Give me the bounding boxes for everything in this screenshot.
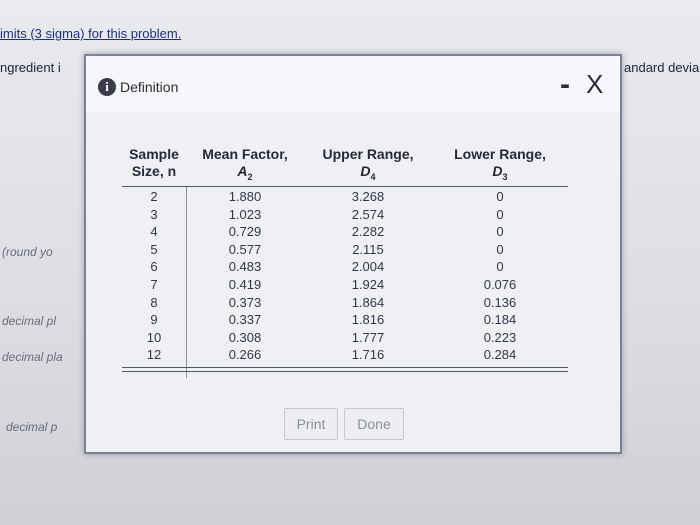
table-cell: 0 <box>496 206 504 222</box>
table-cell: 2.115 <box>352 241 384 257</box>
header-symbol-line: D3 <box>435 163 565 186</box>
table-cell: 2 <box>150 189 158 204</box>
column-header: Lower Range, D3 <box>435 146 565 186</box>
table-cell: 0.483 <box>228 259 262 275</box>
table-cell: 0.076 <box>483 277 517 292</box>
instruction-text: imits (3 sigma) for this problem. <box>0 26 181 41</box>
background-text: (round yo <box>2 245 53 259</box>
column-header: Sample Size, n <box>122 146 186 180</box>
table-cell: 0.284 <box>483 347 517 363</box>
table-cell: 0 <box>496 224 504 240</box>
header-symbol: A <box>237 163 248 179</box>
table-cell: 3.268 <box>351 189 385 204</box>
background-text: ngredient i <box>0 60 61 75</box>
background-text: andard devia <box>624 60 700 75</box>
header-subscript: 2 <box>247 171 253 182</box>
table-cell: 1.777 <box>351 329 385 345</box>
title-bar: i Definition - X <box>86 56 620 112</box>
table-cell: 2.004 <box>351 259 385 275</box>
table-cell: 4 <box>150 224 158 240</box>
column-rule <box>186 187 187 378</box>
header-subscript: 4 <box>370 171 376 182</box>
table-cell: 0.577 <box>228 241 262 257</box>
table-cell: 7 <box>150 277 158 292</box>
close-button[interactable]: X <box>586 69 604 99</box>
header-line: Size, n <box>131 163 177 179</box>
header-rule <box>122 186 568 187</box>
definition-dialog: i Definition - X Sample Size, n Mean Facto… <box>84 54 622 454</box>
table-cell: 0.184 <box>483 312 517 328</box>
table-cell: 1.023 <box>228 206 262 222</box>
table-cell: 2.574 <box>351 206 385 222</box>
column-header: Upper Range, D4 <box>308 146 428 186</box>
done-button[interactable]: Done <box>344 408 404 440</box>
table-cell: 12 <box>146 347 162 363</box>
table-cell: 1.880 <box>228 189 262 204</box>
table-cell: 6 <box>150 259 158 275</box>
table-cell: 0.419 <box>228 277 262 292</box>
header-line: Sample <box>129 146 179 162</box>
header-line: Mean Factor, <box>202 146 288 162</box>
bottom-rule <box>122 367 568 372</box>
print-button[interactable]: Print <box>284 408 338 440</box>
table-cell: 0.266 <box>228 347 262 363</box>
background-text: decimal pla <box>2 350 63 364</box>
table-cell: 0.223 <box>483 329 517 345</box>
table-cell: 10 <box>146 329 162 345</box>
table-cell: 0.136 <box>483 294 517 310</box>
header-line: Lower Range, <box>454 146 546 162</box>
header-line: Upper Range, <box>322 146 414 162</box>
table-cell: 3 <box>150 206 158 222</box>
table-cell: 0.308 <box>228 329 262 345</box>
table-cell: 0.337 <box>228 312 262 328</box>
table-cell: 0 <box>496 259 504 275</box>
table-cell: 1.864 <box>351 294 385 310</box>
header-symbol: D <box>492 163 503 179</box>
table-cell: 0.729 <box>228 224 262 240</box>
column-header: Mean Factor, A2 <box>185 146 305 186</box>
info-icon: i <box>98 78 116 96</box>
background-text: decimal p <box>6 420 58 434</box>
header-symbol: D <box>360 163 371 179</box>
minimize-button[interactable]: - <box>560 68 570 101</box>
link-text[interactable]: imits (3 sigma) for this problem. <box>0 26 182 41</box>
table-cell: 0 <box>496 189 504 204</box>
table-cell: 1.816 <box>351 312 385 328</box>
table-cell: 0.373 <box>228 294 262 310</box>
table-cell: 9 <box>150 312 158 328</box>
background-text: decimal pl <box>2 314 57 328</box>
table-cell: 1.716 <box>351 347 385 363</box>
table-cell: 5 <box>150 241 158 257</box>
header-subscript: 3 <box>502 171 508 182</box>
table-cell: 2.282 <box>351 224 385 240</box>
table-cell: 8 <box>150 294 158 310</box>
table-cell: 1.924 <box>351 277 385 292</box>
table-cell: 0 <box>496 241 504 257</box>
dialog-title: Definition <box>120 79 179 95</box>
header-symbol-line: A2 <box>185 163 305 186</box>
header-symbol-line: D4 <box>308 163 428 186</box>
